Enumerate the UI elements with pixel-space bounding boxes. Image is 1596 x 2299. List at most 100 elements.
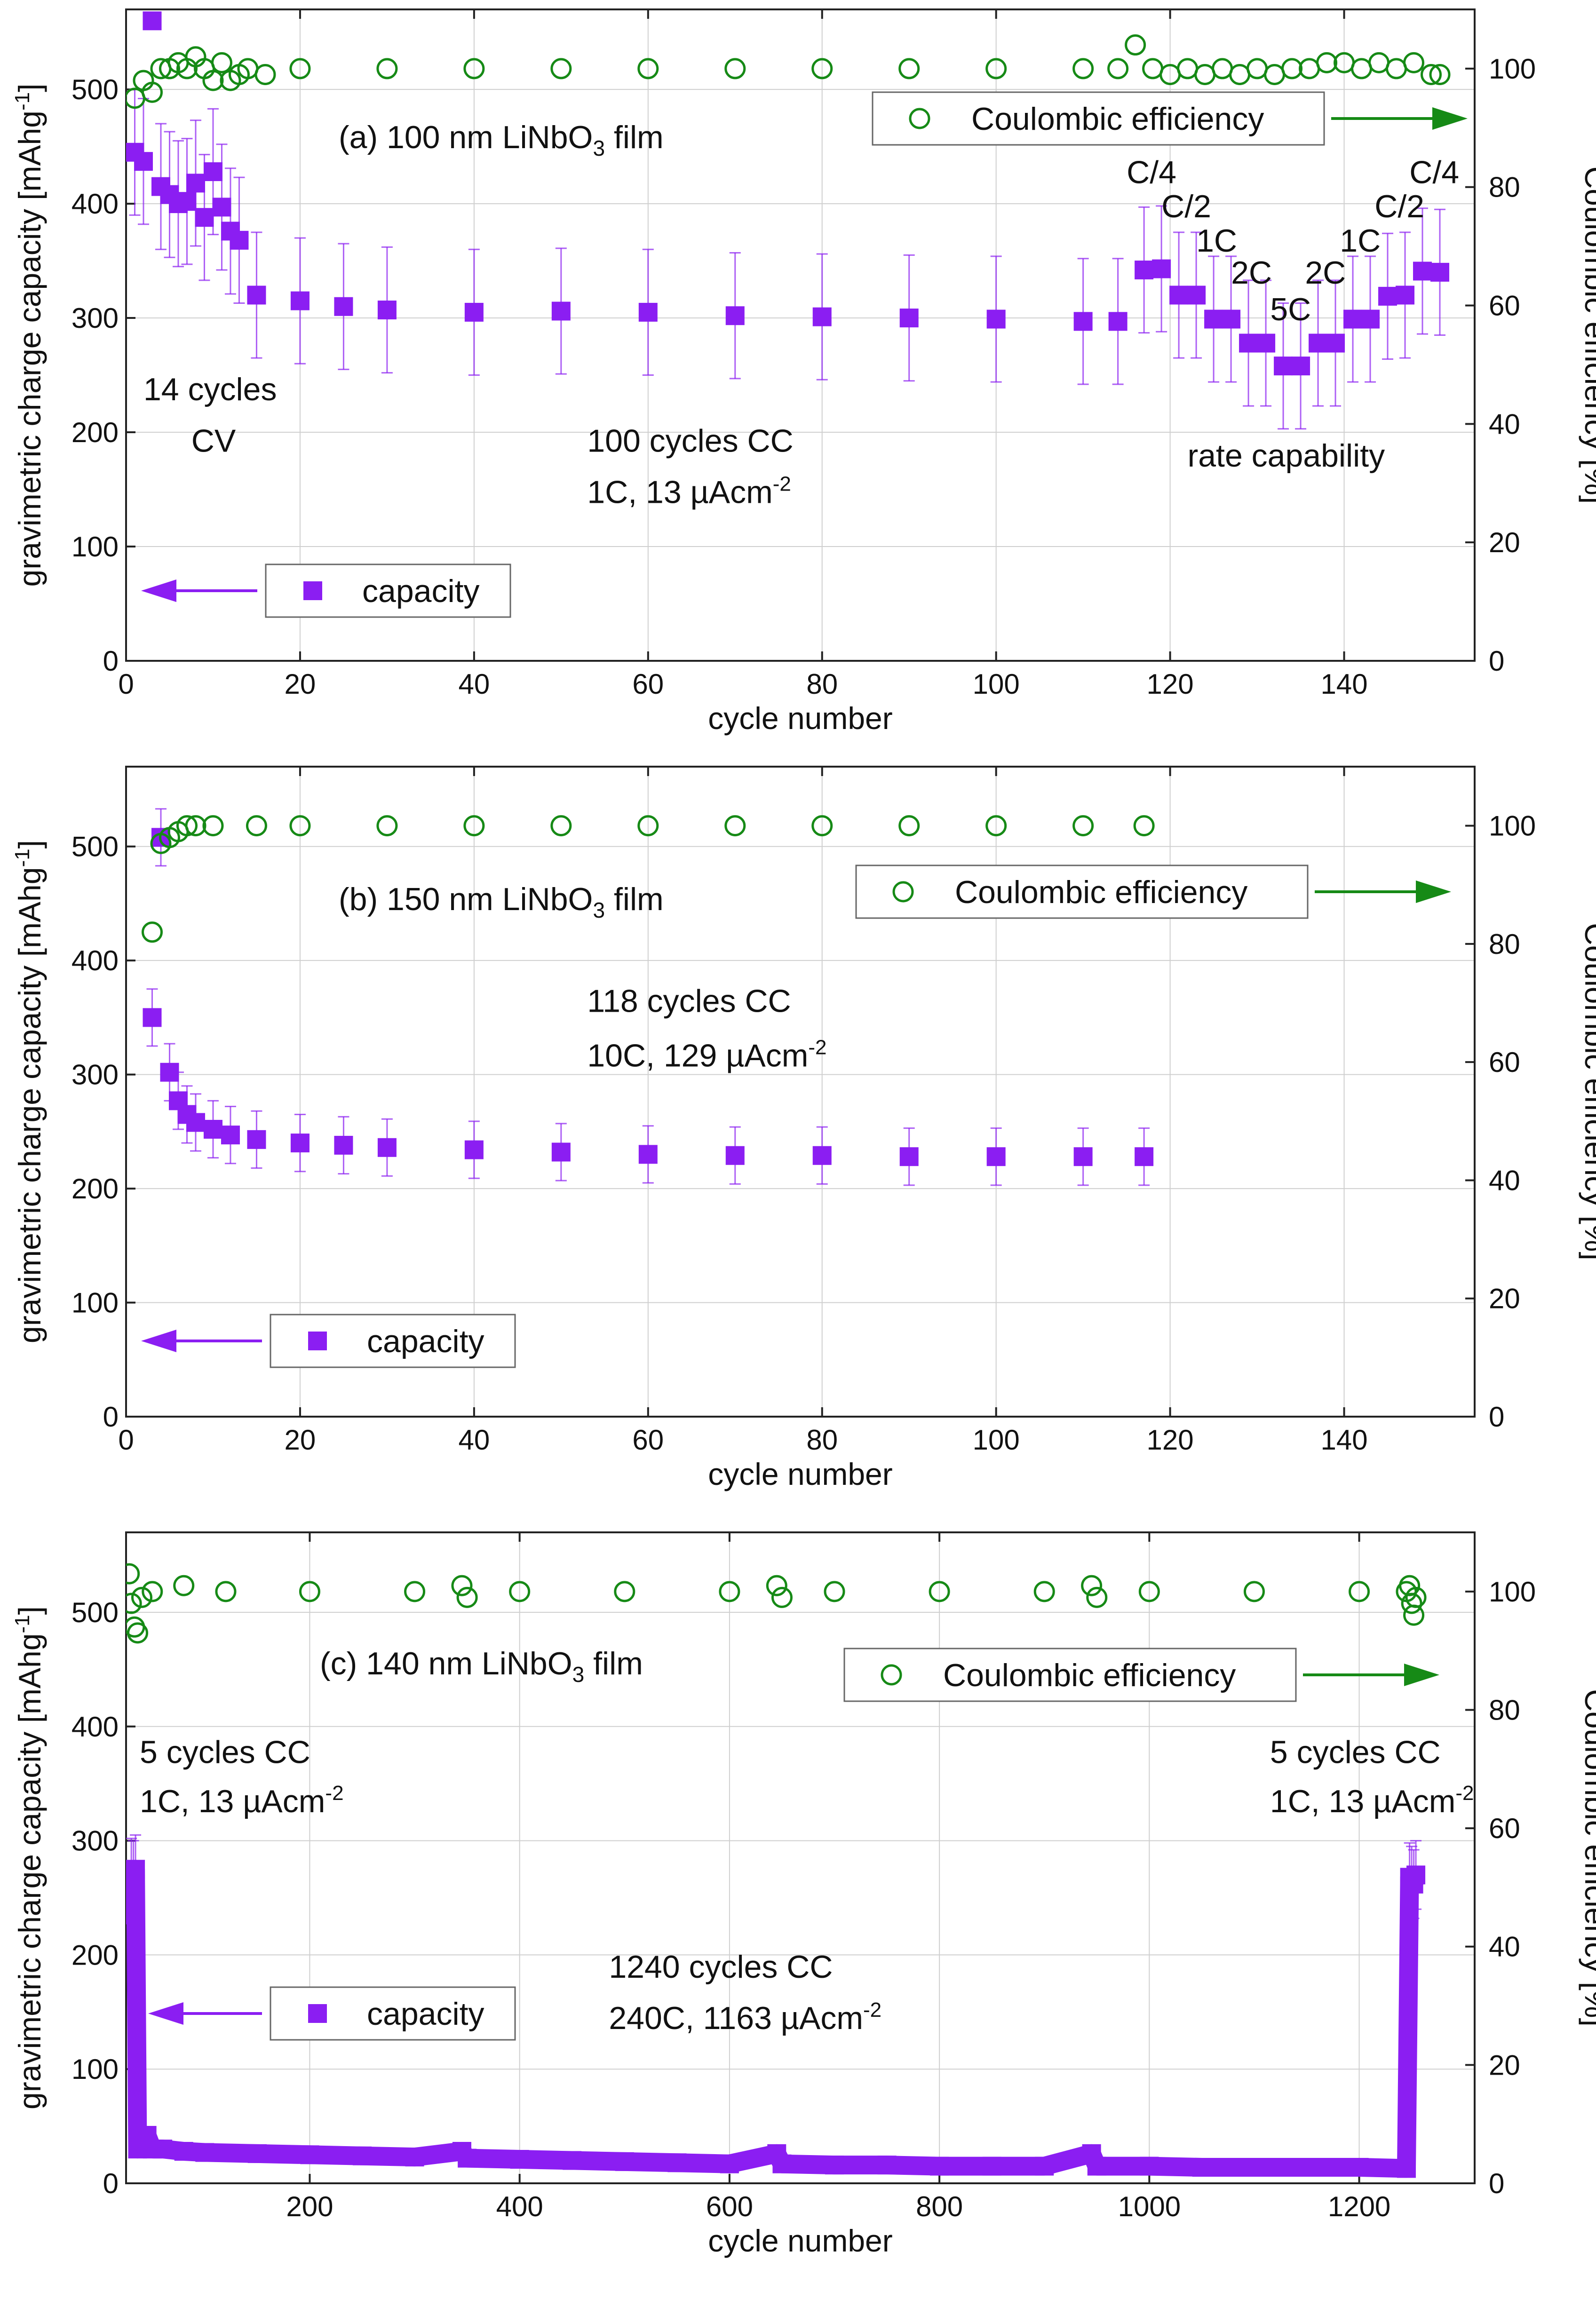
coulombic-efficiency-series <box>126 34 1451 109</box>
ce-legend-label: Coulombic efficiency <box>971 101 1264 137</box>
ce-arrow-icon <box>1404 1664 1439 1686</box>
ce-marker <box>246 815 267 837</box>
annotation: 5 cycles CC <box>140 1734 310 1770</box>
capacity-legend-box <box>265 563 511 618</box>
capacity-marker <box>221 1126 240 1145</box>
ce-marker <box>211 52 232 73</box>
plot-frame <box>125 8 1476 662</box>
ce-arrow-icon <box>1432 107 1468 130</box>
x-tick-label: 0 <box>118 1424 134 1456</box>
ce-marker <box>404 1581 426 1602</box>
capacity-marker <box>353 2146 372 2165</box>
ce-marker <box>724 58 746 79</box>
y-tick-label: 0 <box>103 2168 119 2199</box>
x-axis-label: cycle number <box>708 2223 893 2258</box>
ce-marker <box>463 815 485 837</box>
capacity-marker <box>1326 333 1345 353</box>
coulombic-efficiency-series <box>141 815 1155 943</box>
capacity-marker <box>126 1905 139 1925</box>
x-tick-label: 140 <box>1320 668 1367 700</box>
annotation: 240C, 1163 µAcm-2 <box>609 1998 881 2036</box>
capacity-series <box>143 808 1154 1186</box>
annotation: 1C, 13 µAcm-2 <box>1270 1782 1474 1819</box>
capacity-marker <box>1413 262 1432 281</box>
capacity-marker <box>1256 333 1276 353</box>
capacity-legend-marker <box>303 581 322 600</box>
ce-marker <box>254 64 276 85</box>
annotation: 1C <box>1340 223 1381 259</box>
ce-legend-box <box>855 864 1309 919</box>
ce-marker <box>131 1586 152 1608</box>
ce-marker <box>126 1563 140 1585</box>
ce-legend-marker <box>881 1664 902 1686</box>
ce-marker <box>1086 1586 1108 1608</box>
annotation: 2C <box>1231 255 1272 291</box>
ce-marker <box>771 1586 793 1608</box>
y2-tick-label: 40 <box>1489 1165 1520 1196</box>
y-tick-label: 300 <box>71 302 119 334</box>
ce-marker <box>1243 1581 1265 1602</box>
y2-axis-label: Coulombic efficiency [%] <box>1579 1689 1596 2027</box>
capacity-marker <box>1187 285 1206 305</box>
ce-marker <box>215 1581 237 1602</box>
ce-marker <box>202 70 224 91</box>
plot-frame <box>125 1531 1476 2184</box>
x-tick-label: 400 <box>496 2191 543 2222</box>
capacity-marker <box>134 152 153 171</box>
annotation: 14 cycles <box>143 372 277 407</box>
capacity-marker <box>377 1138 397 1157</box>
capacity-marker <box>186 174 205 193</box>
ce-legend-label: Coulombic efficiency <box>943 1657 1236 1693</box>
ce-marker <box>141 921 163 943</box>
ce-marker <box>1403 52 1425 73</box>
panel-a: 0 20 40 60 80 100 120 140 0 100 200 300 400 500 0 20 40 6… <box>11 8 1596 736</box>
y2-tick-label: 20 <box>1489 1283 1520 1315</box>
x-axis-label: cycle number <box>708 701 893 736</box>
y2-tick-label: 40 <box>1489 408 1520 440</box>
capacity-marker <box>1239 333 1258 353</box>
y2-tick-label: 60 <box>1489 1813 1520 1844</box>
y-axis-label: gravimetric charge capacity [mAhg-1] <box>11 1606 47 2109</box>
capacity-marker <box>1135 261 1154 279</box>
capacity-marker <box>464 302 484 322</box>
ce-marker <box>1033 1581 1055 1602</box>
capacity-marker <box>1087 2156 1106 2176</box>
capacity-marker <box>638 1145 658 1164</box>
x-tick-label: 120 <box>1147 668 1194 700</box>
capacity-marker <box>203 162 222 182</box>
capacity-marker <box>930 2156 949 2176</box>
annotation: C/2 <box>1161 189 1211 224</box>
ce-marker <box>637 815 659 837</box>
capacity-marker <box>986 309 1006 329</box>
capacity-marker <box>247 2144 267 2163</box>
capacity-marker <box>334 1135 353 1155</box>
x-tick-label: 800 <box>916 2191 963 2222</box>
ce-marker <box>376 815 398 837</box>
ce-marker <box>1401 1593 1422 1614</box>
ce-marker <box>376 58 398 79</box>
y2-tick-label: 20 <box>1489 527 1520 558</box>
ce-marker <box>1125 34 1146 56</box>
ce-marker <box>1421 64 1442 85</box>
y-tick-label: 400 <box>71 188 119 220</box>
capacity-marker <box>247 1130 266 1149</box>
x-tick-label: 120 <box>1147 1424 1194 1456</box>
y-tick-label: 300 <box>71 1059 119 1091</box>
x-tick-label: 60 <box>632 668 664 700</box>
capacity-marker <box>725 1146 745 1165</box>
capacity-marker <box>1361 309 1380 329</box>
capacity-marker <box>982 2156 1001 2176</box>
y-axis-label: gravimetric charge capacity [mAhg-1] <box>11 840 47 1343</box>
y-tick-label: 0 <box>103 645 119 677</box>
annotation: 1C, 13 µAcm-2 <box>140 1782 344 1819</box>
capacity-marker <box>563 2151 582 2170</box>
ce-marker <box>637 58 659 79</box>
capacity-marker <box>986 1147 1006 1166</box>
capacity-marker <box>1222 309 1241 329</box>
ce-marker <box>289 58 311 79</box>
annotation: C/2 <box>1374 189 1424 224</box>
capacity-marker <box>772 2154 792 2173</box>
capacity-marker <box>1396 285 1415 305</box>
ce-marker <box>299 1581 320 1602</box>
y-tick-label: 500 <box>71 831 119 863</box>
